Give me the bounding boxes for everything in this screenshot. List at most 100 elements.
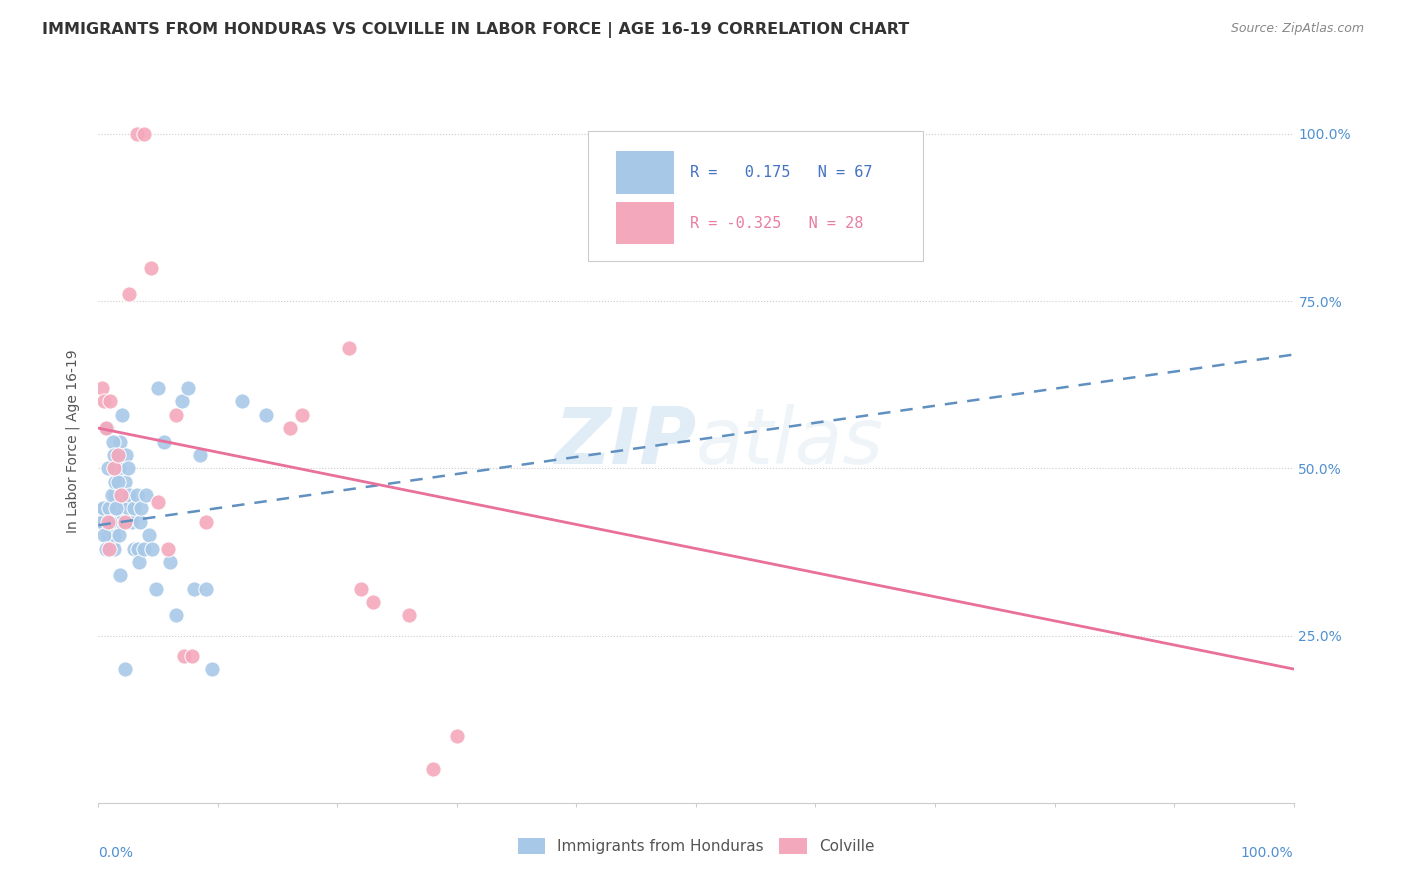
Point [108, 488, 131, 502]
Point [103, 528, 125, 542]
Point [132, 127, 155, 141]
Point [195, 515, 218, 529]
Text: atlas: atlas [696, 403, 884, 480]
Point [114, 475, 136, 489]
Point [107, 528, 129, 542]
Text: R = -0.325   N = 28: R = -0.325 N = 28 [690, 216, 863, 231]
Point [114, 662, 136, 676]
Point [165, 408, 187, 422]
Point [97, 515, 120, 529]
Point [107, 475, 129, 489]
Point [93, 528, 115, 542]
Point [180, 648, 202, 663]
Point [145, 582, 167, 596]
Point [93, 394, 115, 409]
Point [125, 127, 148, 141]
Point [96, 421, 118, 435]
Point [117, 501, 139, 516]
Point [121, 515, 143, 529]
Point [132, 541, 155, 556]
FancyBboxPatch shape [616, 202, 675, 244]
Point [188, 448, 211, 462]
Point [105, 501, 128, 516]
Point [138, 528, 160, 542]
Point [91, 501, 114, 516]
Point [148, 494, 170, 508]
Point [446, 729, 468, 743]
Point [105, 501, 128, 516]
Point [98, 515, 122, 529]
Point [97, 528, 120, 542]
Point [104, 488, 127, 502]
Point [201, 662, 224, 676]
Point [118, 287, 141, 301]
Point [111, 494, 134, 508]
Point [114, 515, 136, 529]
Point [101, 534, 124, 549]
Point [91, 381, 114, 395]
Point [141, 541, 163, 556]
Point [98, 501, 121, 516]
Point [110, 515, 132, 529]
Point [103, 461, 125, 475]
Point [108, 434, 131, 449]
Point [97, 461, 120, 475]
Point [91, 515, 114, 529]
Point [98, 521, 122, 535]
Point [124, 541, 146, 556]
Point [108, 568, 131, 582]
Point [98, 508, 122, 523]
Point [111, 408, 134, 422]
Point [100, 488, 122, 502]
Point [139, 260, 162, 275]
Point [101, 434, 124, 449]
Y-axis label: In Labor Force | Age 16-19: In Labor Force | Age 16-19 [65, 350, 80, 533]
Point [278, 421, 301, 435]
Point [422, 762, 444, 776]
Point [398, 608, 420, 623]
Point [107, 508, 129, 523]
Point [195, 582, 218, 596]
Point [172, 394, 194, 409]
Point [129, 515, 152, 529]
Point [94, 541, 117, 556]
Text: ZIP: ZIP [554, 403, 696, 480]
Text: IMMIGRANTS FROM HONDURAS VS COLVILLE IN LABOR FORCE | AGE 16-19 CORRELATION CHAR: IMMIGRANTS FROM HONDURAS VS COLVILLE IN … [42, 22, 910, 38]
Point [98, 541, 122, 556]
Point [104, 475, 127, 489]
Point [177, 381, 200, 395]
Point [118, 488, 141, 502]
Point [103, 448, 125, 462]
Point [135, 488, 157, 502]
Point [128, 555, 150, 569]
FancyBboxPatch shape [589, 131, 922, 260]
Point [110, 488, 132, 502]
Point [165, 608, 187, 623]
Point [98, 394, 122, 409]
Point [173, 648, 195, 663]
Point [105, 475, 128, 489]
Point [339, 341, 361, 355]
Text: 100.0%: 100.0% [1241, 847, 1294, 860]
Point [94, 421, 117, 435]
Point [117, 461, 139, 475]
Text: R =   0.175   N = 67: R = 0.175 N = 67 [690, 165, 873, 180]
Point [93, 515, 115, 529]
Point [101, 515, 124, 529]
Point [124, 501, 146, 516]
Point [159, 555, 181, 569]
Point [127, 541, 149, 556]
Point [183, 582, 205, 596]
Point [107, 461, 129, 475]
Point [254, 408, 277, 422]
Point [363, 595, 385, 609]
FancyBboxPatch shape [616, 151, 675, 194]
Point [148, 381, 170, 395]
Text: Source: ZipAtlas.com: Source: ZipAtlas.com [1230, 22, 1364, 36]
Point [291, 408, 314, 422]
Point [93, 501, 115, 516]
Point [156, 541, 179, 556]
Point [125, 488, 148, 502]
Text: 0.0%: 0.0% [98, 847, 134, 860]
Point [115, 448, 138, 462]
